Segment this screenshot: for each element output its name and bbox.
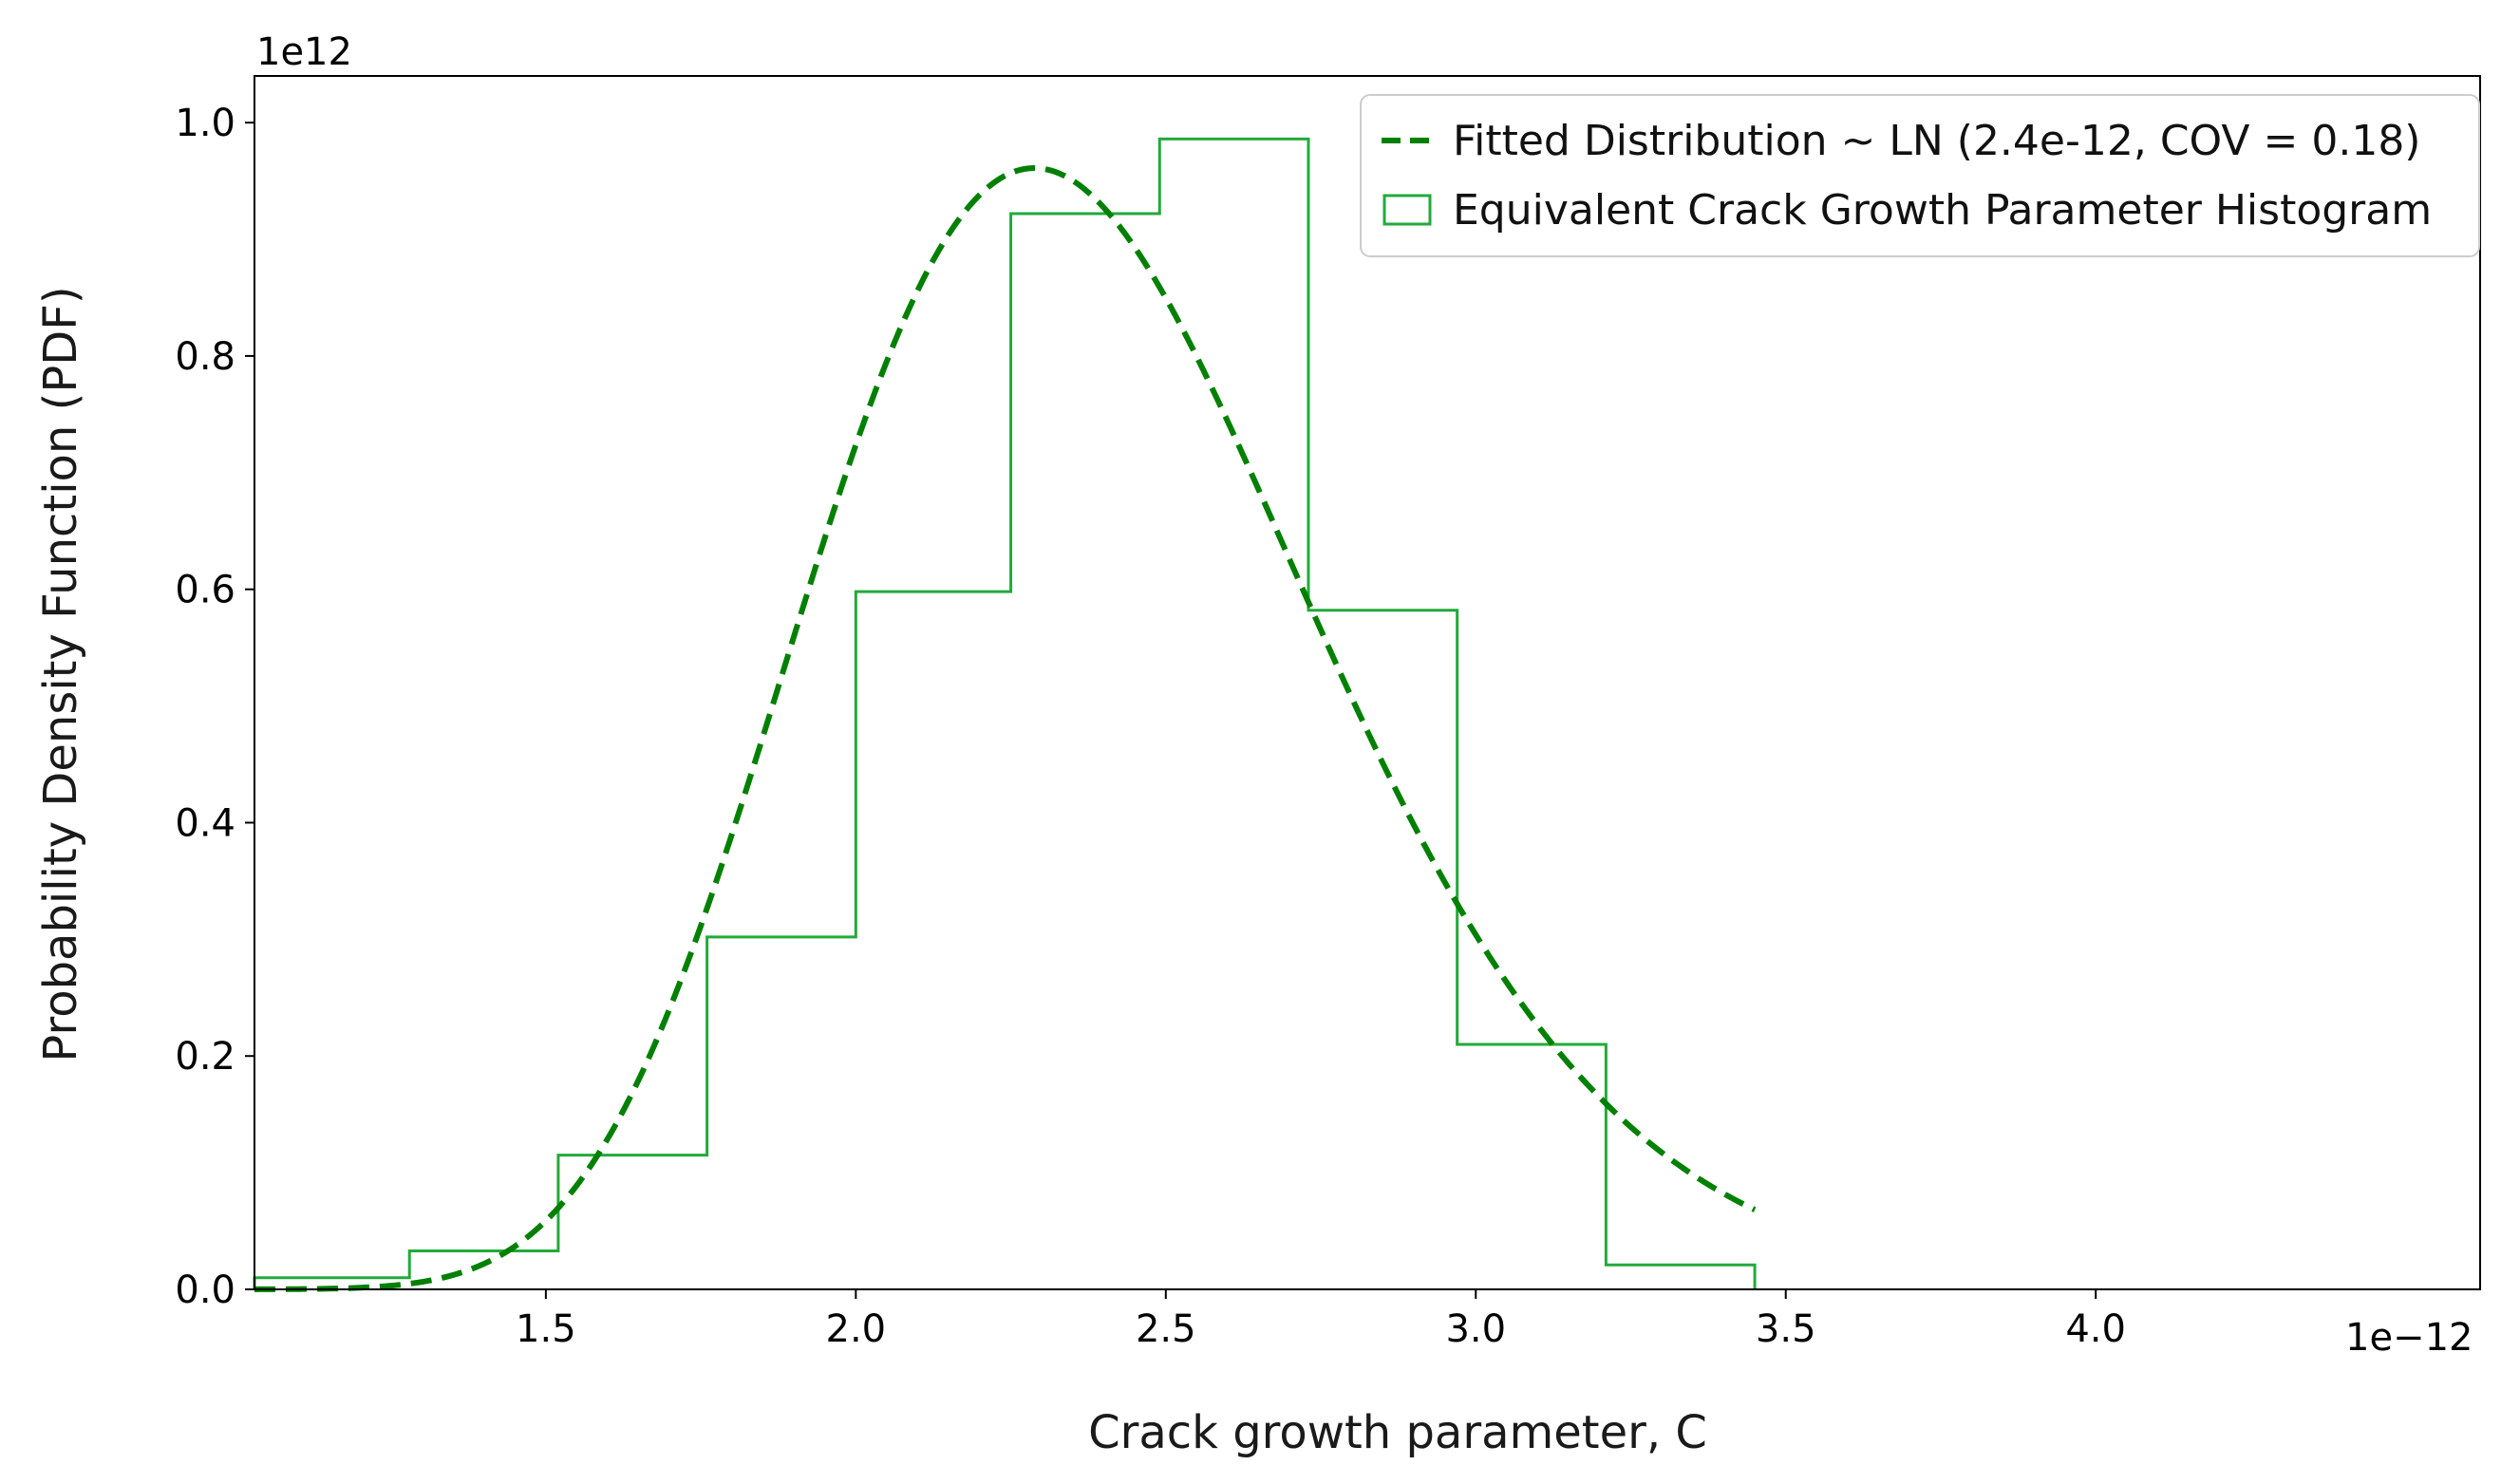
legend-swatch-histogram <box>1382 194 1432 226</box>
x-offset-label: 1e−12 <box>2345 1316 2473 1360</box>
y-tick-label: 0.8 <box>175 335 235 379</box>
histogram-bin <box>558 1155 707 1289</box>
y-tick-label: 0.4 <box>175 801 235 845</box>
y-tick-label: 0.0 <box>175 1268 235 1312</box>
y-tick-label: 0.6 <box>175 569 235 612</box>
legend-entry-fitted-distribution: Fitted Distribution ~ LN (2.4e-12, COV =… <box>1453 117 2420 165</box>
histogram-bin <box>409 1250 558 1289</box>
y-axis-label: Probability Density Function (PDF) <box>34 286 87 1061</box>
histogram-bin <box>1011 214 1160 1289</box>
histogram-bin <box>856 592 1010 1289</box>
histogram-bin <box>707 937 856 1289</box>
x-tick-label: 2.5 <box>1136 1307 1196 1351</box>
histogram-bin <box>1606 1265 1755 1289</box>
plot-marks <box>253 137 1757 1292</box>
x-axis-label: Crack growth parameter, C <box>1088 1406 1707 1459</box>
y-offset-label: 1e12 <box>256 30 352 74</box>
histogram-bin <box>1308 611 1457 1289</box>
y-tick-label: 1.0 <box>175 102 235 145</box>
x-tick-label: 4.0 <box>2065 1307 2126 1351</box>
histogram-step-outline <box>253 137 1757 1289</box>
x-tick-label: 3.0 <box>1445 1307 1506 1351</box>
histogram-bin <box>1159 139 1308 1289</box>
legend-box <box>1360 94 2480 257</box>
x-tick-label: 2.0 <box>826 1307 887 1351</box>
y-tick-label: 0.2 <box>175 1035 235 1079</box>
x-tick-label: 3.5 <box>1756 1307 1816 1351</box>
legend-entry-histogram: Equivalent Crack Growth Parameter Histog… <box>1453 186 2432 235</box>
plot-frame <box>254 75 2481 1290</box>
fitted-distribution-line <box>254 165 1757 1292</box>
ticks: 1.5 2.0 2.5 3.0 3.5 4.0 0.0 0.2 0.4 0.6 0.8 1.0 <box>175 102 2126 1351</box>
x-tick-label: 1.5 <box>516 1307 576 1351</box>
legend: Fitted Distribution ~ LN (2.4e-12, COV =… <box>1360 94 2480 257</box>
